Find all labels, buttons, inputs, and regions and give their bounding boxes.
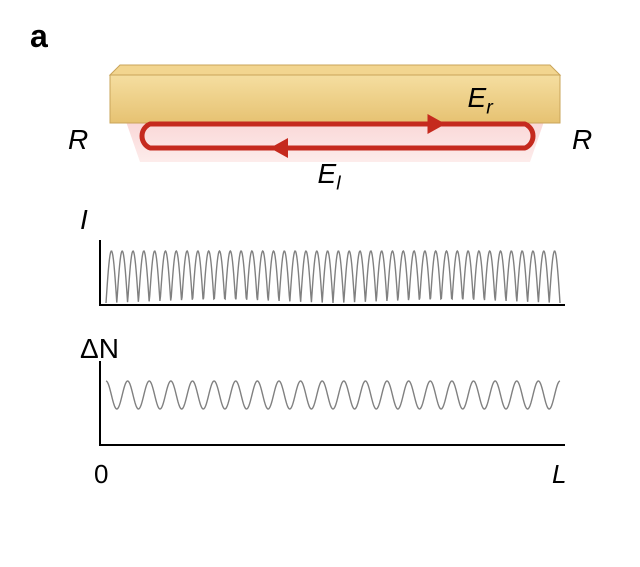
intensity-label: I: [80, 204, 88, 236]
field-left-label: El: [318, 158, 341, 196]
x-axis-end-label: L: [552, 459, 566, 490]
field-right-sub: r: [486, 97, 493, 119]
population-label: ΔN: [80, 333, 119, 365]
field-left-sub: l: [336, 173, 340, 195]
mirror-label-left: R: [68, 124, 88, 156]
mirror-label-right: R: [572, 124, 592, 156]
panel-label: a: [30, 18, 48, 55]
x-axis-start-label: 0: [94, 459, 108, 490]
intensity-wave: [106, 251, 560, 303]
field-left-base: E: [318, 158, 337, 189]
field-right-label: Er: [468, 82, 493, 120]
field-right-base: E: [468, 82, 487, 113]
population-axes: [100, 361, 565, 445]
cavity-bar-top: [110, 65, 560, 75]
population-wave: [106, 381, 560, 409]
